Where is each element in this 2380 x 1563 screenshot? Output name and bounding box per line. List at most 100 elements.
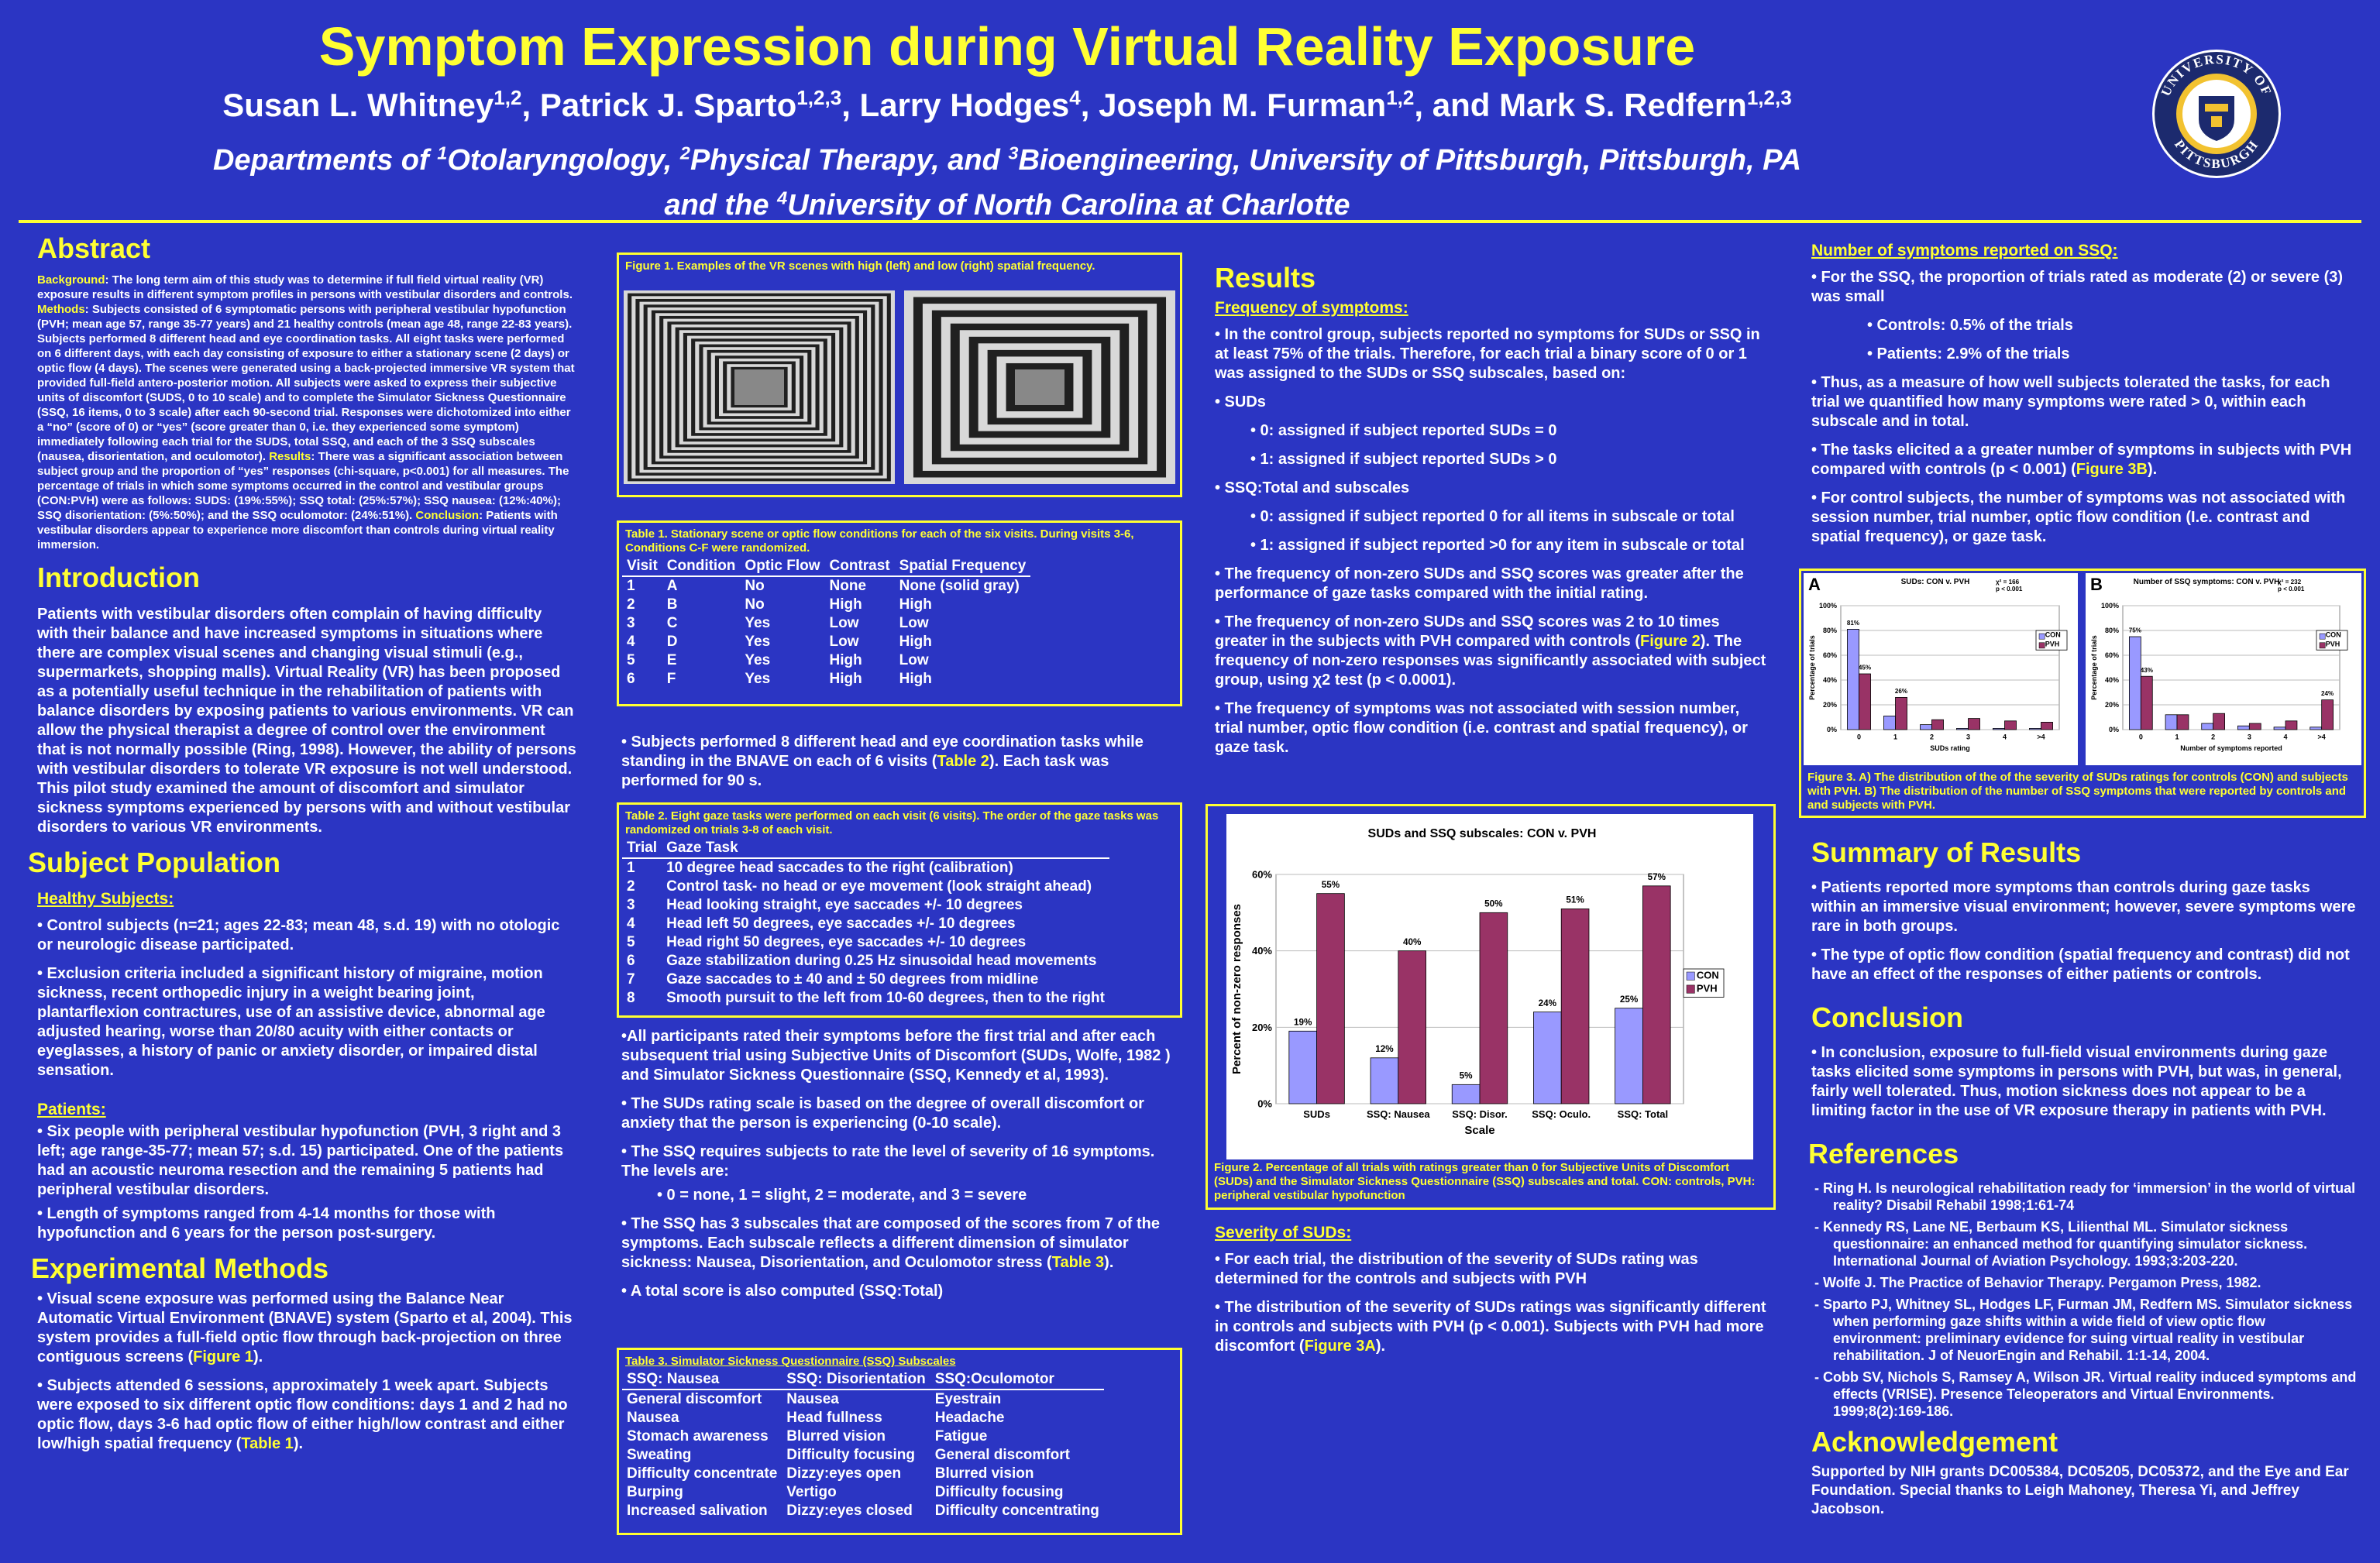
bar-pvh bbox=[1968, 718, 1980, 730]
results-item: • In the control group, subjects reporte… bbox=[1215, 326, 1760, 382]
bar-con bbox=[1993, 727, 2005, 730]
author-affiliation: 1,2,3 bbox=[796, 86, 842, 109]
results-heading: Results bbox=[1215, 262, 1316, 294]
table-cell: High bbox=[829, 671, 862, 687]
table-header-cell: SSQ: Nausea bbox=[622, 1370, 782, 1390]
bar-con bbox=[1533, 1012, 1562, 1104]
results-item: • The frequency of non-zero SUDs and SSQ… bbox=[1215, 613, 1766, 689]
table-row: Increased salivation Dizzy:eyes closed Dif… bbox=[622, 1502, 1104, 1520]
y-tick-label: 60% bbox=[2105, 651, 2119, 659]
data-label: 55% bbox=[1322, 880, 1340, 890]
abstract-text: Background: The long term aim of this st… bbox=[37, 273, 575, 551]
bar-pvh bbox=[1479, 912, 1508, 1104]
table-cell: No bbox=[745, 596, 765, 613]
bar-con bbox=[1615, 1008, 1643, 1104]
legend-swatch bbox=[2038, 642, 2045, 649]
x-tick-label: 3 bbox=[2248, 733, 2251, 741]
table-cell: Yes bbox=[745, 671, 771, 687]
table-row: 3 Head looking straight, eye saccades +/-… bbox=[622, 896, 1109, 915]
y-tick-label: 60% bbox=[1823, 651, 1837, 659]
patients-heading: Patients: bbox=[37, 1101, 106, 1118]
bar-con bbox=[2201, 723, 2214, 730]
plot-area bbox=[2122, 605, 2340, 730]
methods-item: •All participants rated their symptoms b… bbox=[621, 1028, 1171, 1084]
severity-item: • The distribution of the severity of SU… bbox=[1215, 1299, 1766, 1355]
table-row: 3 C Yes Low Low bbox=[622, 614, 1030, 633]
table-cell: Burping bbox=[627, 1484, 683, 1500]
table-cell: Difficulty concentrate bbox=[627, 1465, 778, 1482]
ssq-item: • Thus, as a measure of how well subject… bbox=[1811, 374, 2330, 430]
table-row: 4 Head left 50 degrees, eye saccades +/- … bbox=[622, 915, 1109, 933]
legend-swatch bbox=[2038, 633, 2045, 640]
bar-con bbox=[1288, 1030, 1318, 1104]
table-row: 6 Gaze stabilization during 0.25 Hz sinus… bbox=[622, 952, 1109, 970]
results-item: • The frequency of symptoms was not asso… bbox=[1215, 700, 1748, 756]
reference-item: - Sparto PJ, Whitney SL, Hodges LF, Furm… bbox=[1814, 1297, 2353, 1363]
frequency-heading: Frequency of symptoms: bbox=[1215, 299, 1408, 317]
y-axis-label: Percentage of trials bbox=[1808, 635, 1816, 700]
bar-pvh bbox=[2041, 721, 2053, 730]
methods-item: • 0 = none, 1 = slight, 2 = moderate, an… bbox=[657, 1187, 1027, 1204]
table-cell: Low bbox=[829, 634, 859, 650]
methods-item: • The SUDs rating scale is based on the … bbox=[621, 1095, 1144, 1132]
table-header-cell: Contrast bbox=[824, 557, 895, 577]
table-row: 4 D Yes Low High bbox=[622, 633, 1030, 651]
table-cell: Head left 50 degrees, eye saccades +/- 1… bbox=[666, 915, 1016, 932]
table-row: Sweating Difficulty focusing General disco… bbox=[622, 1446, 1104, 1465]
data-label: 24% bbox=[2321, 690, 2334, 697]
experimental-methods-heading: Experimental Methods bbox=[31, 1252, 329, 1284]
author-list: Susan L. Whitney1,2, Patrick J. Sparto1,… bbox=[222, 86, 1792, 123]
figure-1: Figure 1. Examples of the VR scenes with… bbox=[617, 252, 1182, 497]
table-cell: Blurred vision bbox=[786, 1428, 886, 1444]
table-cell: Gaze saccades to ± 40 and ± 50 degrees f… bbox=[666, 971, 1039, 988]
reference-item: - Wolfe J. The Practice of Behavior Ther… bbox=[1814, 1275, 2261, 1290]
table-cell: Nausea bbox=[786, 1391, 839, 1407]
data-label: 12% bbox=[1375, 1044, 1394, 1054]
healthy-subjects-heading: Healthy Subjects: bbox=[37, 890, 174, 908]
conclusion-heading: Conclusion bbox=[1811, 1001, 1963, 1033]
poster-header: Symptom Expression during Virtual Realit… bbox=[0, 0, 2380, 222]
figure-3-charts: 0%20%40%60%80%100%81%45%026%1 2 3 4 >4SUDs: … bbox=[1804, 573, 2361, 765]
x-tick-label: SUDs bbox=[1303, 1108, 1330, 1120]
y-axis-label: Percent of non-zero responses bbox=[1230, 904, 1243, 1074]
bar-con bbox=[2309, 727, 2323, 730]
y-tick-label: 100% bbox=[1819, 602, 1837, 610]
table-1: Table 1. Stationary scene or optic flow … bbox=[617, 520, 1182, 706]
y-tick-label: 80% bbox=[2105, 627, 2119, 634]
bar-con bbox=[1847, 629, 1859, 730]
ssq-item: • The tasks elicited a a greater number … bbox=[1811, 441, 2352, 478]
bar-pvh bbox=[2213, 713, 2226, 730]
num-symptoms-heading: Number of symptoms reported on SSQ: bbox=[1811, 242, 2118, 259]
author-affiliation: 1,2 bbox=[494, 86, 522, 109]
table-cell: Low bbox=[899, 615, 929, 631]
stat-label: p < 0.001 bbox=[1996, 586, 2023, 593]
table-header-cell: Visit bbox=[622, 557, 662, 577]
x-tick-label: 0 bbox=[1857, 733, 1861, 741]
data-label: 50% bbox=[1484, 899, 1503, 909]
panel-label: A bbox=[1808, 575, 1821, 594]
legend-swatch bbox=[1686, 971, 1695, 981]
methods-continued: • Subjects performed 8 different head an… bbox=[621, 733, 1176, 800]
table-cell: Head fullness bbox=[786, 1410, 882, 1426]
table-cell: No bbox=[745, 578, 765, 594]
severity-heading: Severity of SUDs: bbox=[1215, 1224, 1352, 1242]
bar-pvh bbox=[1642, 885, 1671, 1104]
table-header-cell: SSQ:Oculomotor bbox=[930, 1370, 1104, 1390]
healthy-subjects-item: • Exclusion criteria included a signific… bbox=[37, 965, 545, 1079]
summary-heading: Summary of Results bbox=[1811, 836, 2082, 868]
table-cell: General discomfort bbox=[627, 1391, 762, 1407]
results-item: • 0: assigned if subject reported 0 for … bbox=[1250, 508, 1735, 525]
data-label: 75% bbox=[2129, 627, 2141, 634]
data-label: 25% bbox=[1620, 994, 1639, 1005]
affiliation-line-2: and the 4University of North Carolina at… bbox=[664, 187, 1350, 222]
table-cell: Dizzy:eyes closed bbox=[786, 1503, 913, 1519]
bar-pvh bbox=[1560, 909, 1590, 1104]
plot-area bbox=[1840, 605, 2060, 730]
introduction-text: Patients with vestibular disorders often… bbox=[37, 606, 576, 836]
table-cell: Difficulty concentrating bbox=[934, 1503, 1099, 1519]
data-label: 81% bbox=[1847, 620, 1859, 627]
bar-chart: 0% 20% 40% 60% 80% 100% 75% 43% 0 1 2 3 4 24% >4 Number… bbox=[2086, 573, 2361, 765]
table-cell: 6 bbox=[627, 671, 635, 687]
x-axis-label: Scale bbox=[1464, 1124, 1494, 1137]
x-axis-label: SUDs rating bbox=[1930, 744, 1970, 752]
